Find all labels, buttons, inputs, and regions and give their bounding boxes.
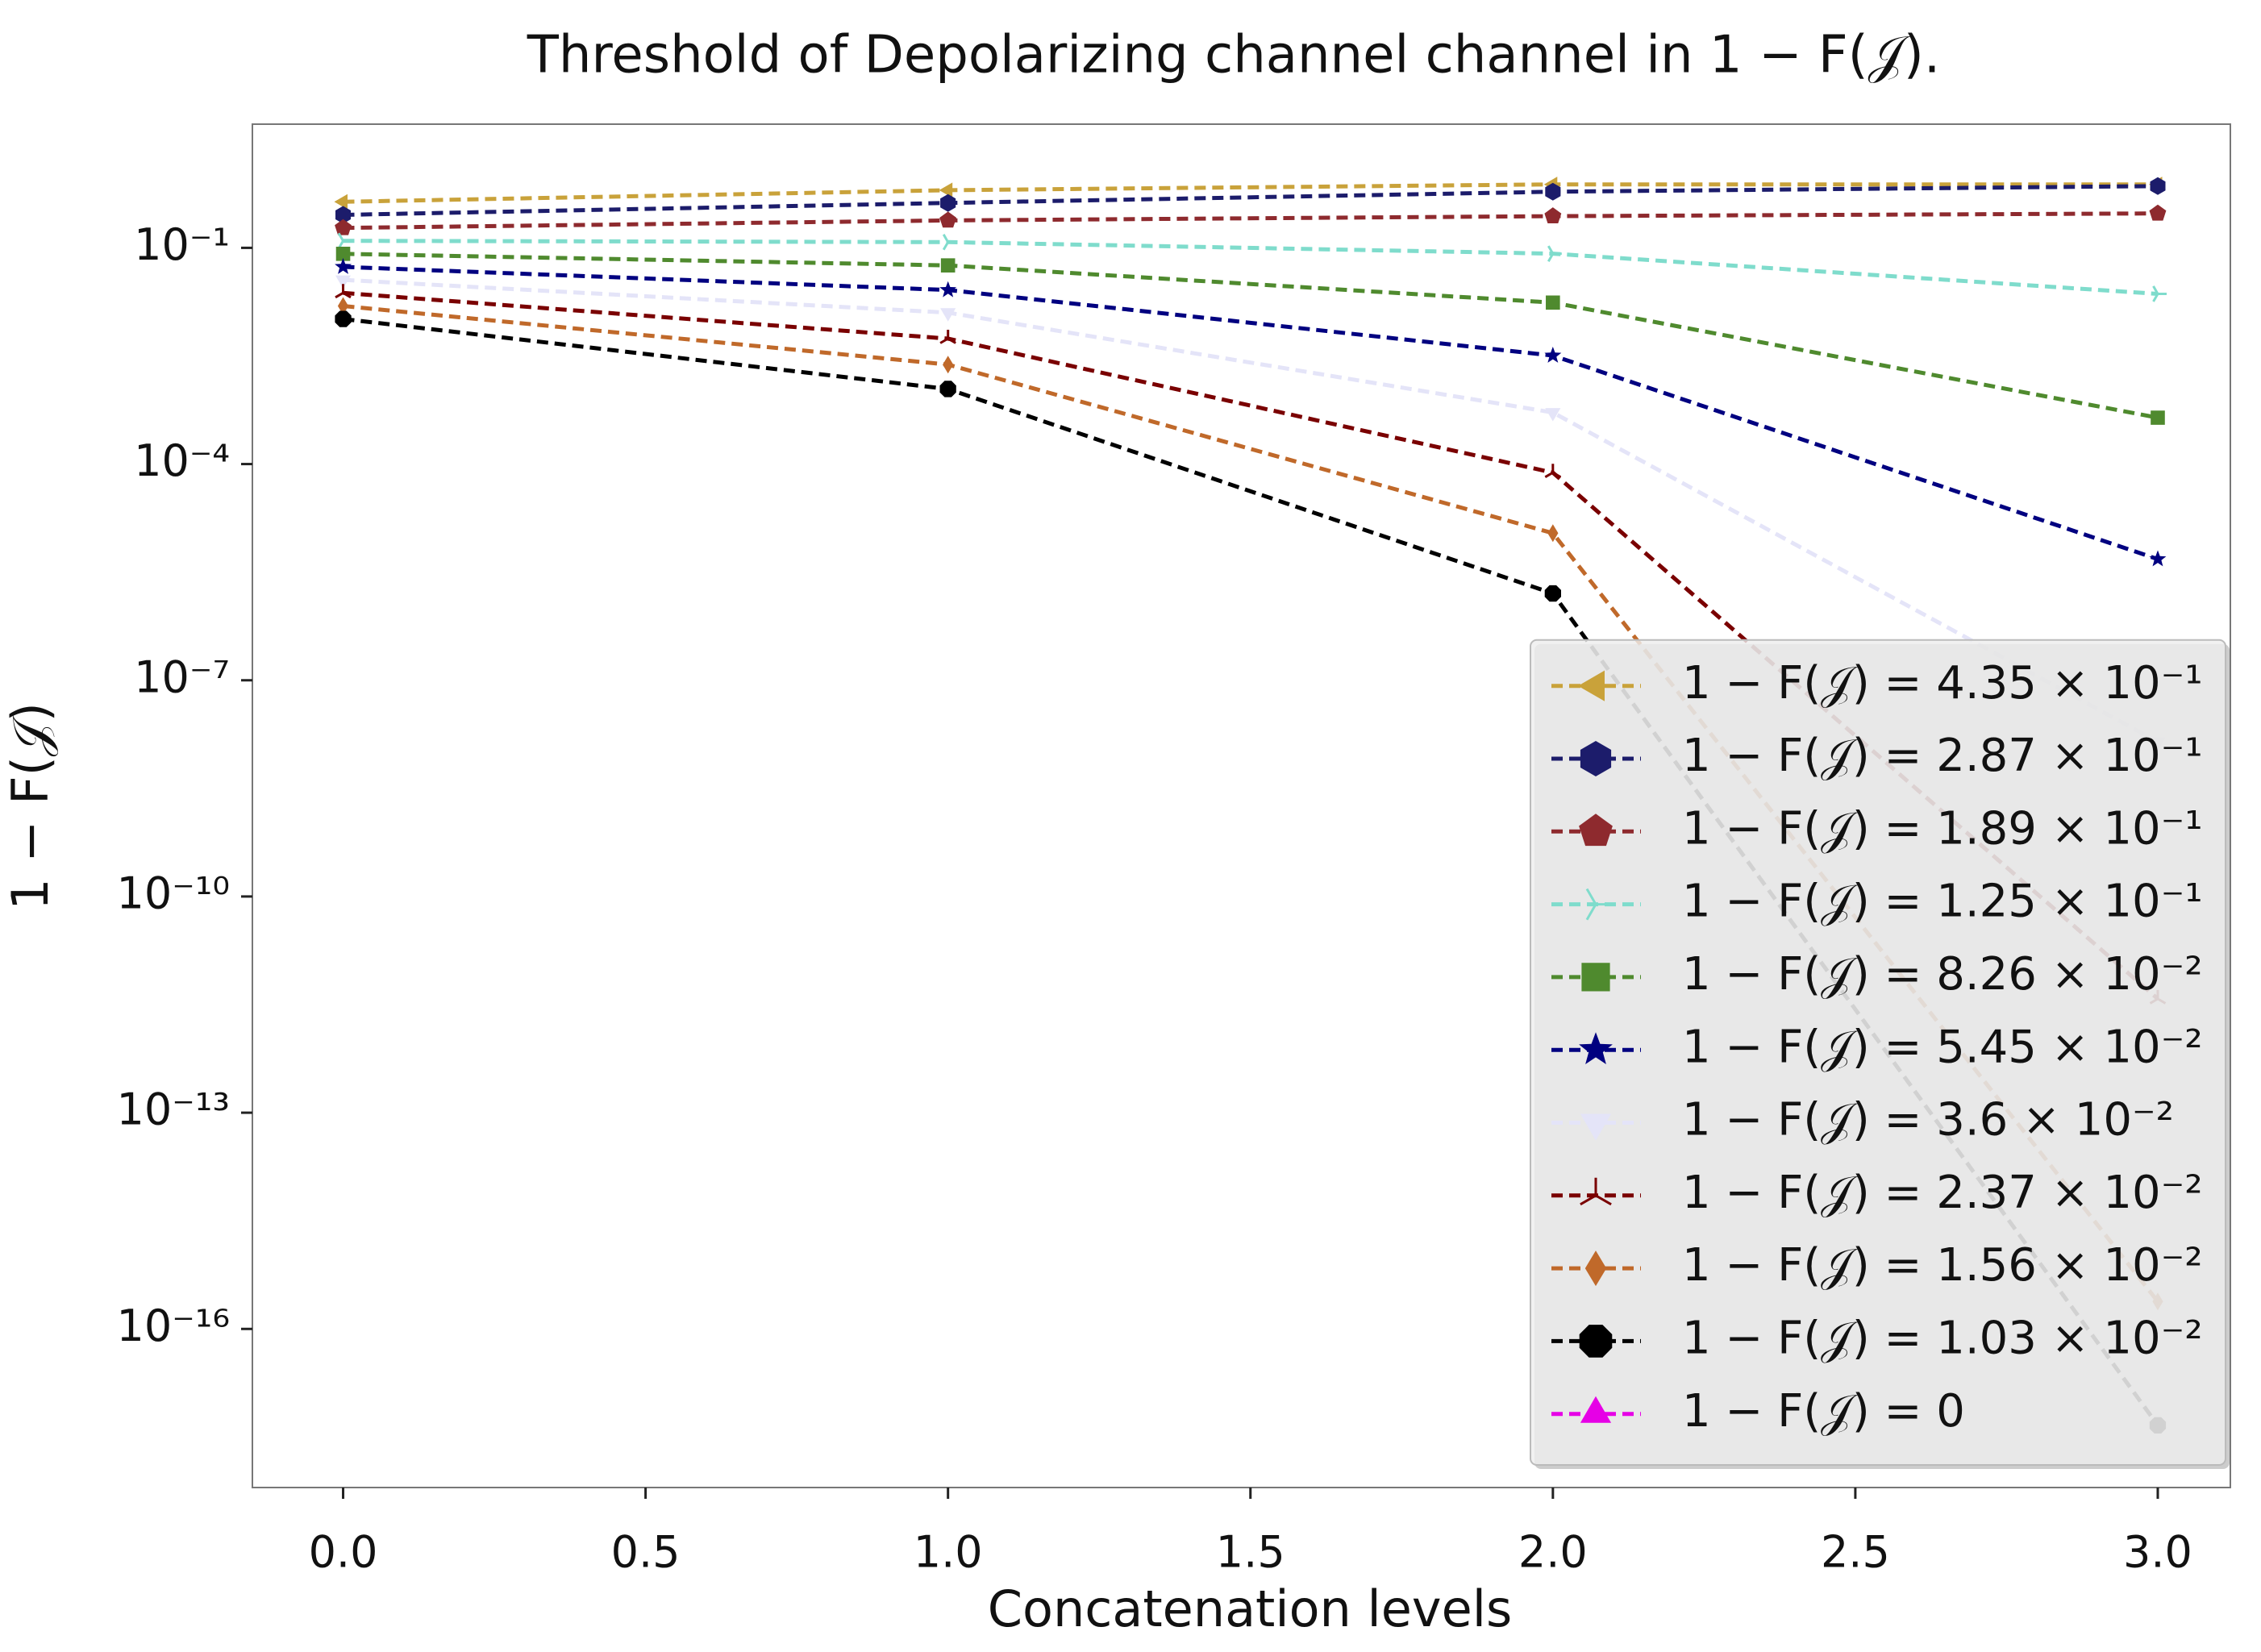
legend-label: 1 − F(𝒥) = 2.87 × 10⁻¹ <box>1682 730 2203 782</box>
legend-label: 1 − F(𝒥) = 0 <box>1682 1385 1965 1438</box>
legend: 1 − F(𝒥) = 4.35 × 10⁻¹ 1 − F(𝒥) = 2.87 × … <box>1530 639 2230 1469</box>
data-point <box>337 232 352 250</box>
legend-label: 1 − F(𝒥) = 1.89 × 10⁻¹ <box>1682 802 2203 855</box>
data-point <box>335 206 351 224</box>
data-point <box>335 258 352 274</box>
series-line <box>343 277 2159 744</box>
legend-marker <box>1584 1250 1607 1287</box>
legend-box <box>1530 639 2226 1466</box>
data-point <box>1545 408 1561 422</box>
data-point <box>940 258 956 273</box>
series-line <box>343 182 2158 204</box>
data-point <box>939 281 957 298</box>
data-point <box>2151 410 2165 425</box>
data-point <box>939 211 957 228</box>
y-axis-label: 1 − F(𝒥) <box>1 702 60 910</box>
data-point <box>335 310 352 327</box>
data-point <box>942 234 957 251</box>
data-point <box>939 329 956 344</box>
legend-marker <box>1580 1177 1612 1206</box>
x-tick-label: 0.5 <box>611 1527 681 1578</box>
x-axis-label: Concatenation levels <box>988 1579 1513 1638</box>
x-tick-label: 2.5 <box>1821 1527 1890 1578</box>
plot-frame <box>252 123 2231 1488</box>
data-point <box>1546 295 1560 310</box>
y-tick-label: 10⁻¹ <box>134 219 230 270</box>
y-tick-label: 10⁻¹⁶ <box>116 1300 230 1351</box>
legend-marker <box>1579 814 1613 847</box>
legend-label: 1 − F(𝒥) = 1.25 × 10⁻¹ <box>1682 876 2203 928</box>
data-point <box>2149 204 2167 221</box>
x-tick-label: 3.0 <box>2123 1527 2192 1578</box>
data-point <box>943 356 954 374</box>
legend-marker <box>1581 963 1610 992</box>
data-point <box>1544 207 1562 223</box>
legend-label: 1 − F(𝒥) = 5.45 × 10⁻² <box>1682 1021 2203 1073</box>
series-line <box>343 264 2159 561</box>
data-point <box>1544 585 1561 602</box>
data-point <box>335 218 352 235</box>
series-line <box>343 290 2159 1001</box>
data-point <box>335 275 351 289</box>
x-tick-label: 0.0 <box>309 1527 378 1578</box>
data-point <box>1545 182 1561 201</box>
chart-title: Threshold of Depolarizing channel channe… <box>527 26 1940 85</box>
data-point <box>2150 177 2166 195</box>
legend-label: 1 − F(𝒥) = 4.35 × 10⁻¹ <box>1682 657 2203 709</box>
data-point <box>335 247 351 261</box>
series-line <box>343 252 2159 420</box>
data-point <box>939 381 956 397</box>
legend-label: 1 − F(𝒥) = 3.6 × 10⁻² <box>1682 1094 2174 1146</box>
data-point <box>2152 285 2167 302</box>
data-point <box>1544 347 1562 363</box>
data-point <box>939 182 953 198</box>
legend-marker <box>1579 1032 1613 1064</box>
legend-label: 1 − F(𝒥) = 2.37 × 10⁻² <box>1682 1167 2203 1219</box>
data-point <box>1547 524 1559 543</box>
x-tick-label: 1.5 <box>1216 1527 1285 1578</box>
data-point <box>335 284 352 299</box>
y-tick-label: 10⁻⁴ <box>134 435 230 486</box>
data-point <box>334 193 348 210</box>
legend-marker <box>1579 1325 1613 1358</box>
legend-label: 1 − F(𝒥) = 1.56 × 10⁻² <box>1682 1239 2203 1292</box>
series-line <box>343 239 2159 296</box>
data-point <box>940 193 956 212</box>
data-point <box>1547 245 1562 262</box>
x-tick-label: 1.0 <box>914 1527 983 1578</box>
data-point <box>1544 464 1562 479</box>
data-point <box>337 297 349 315</box>
legend-marker <box>1578 670 1605 701</box>
legend-marker <box>1580 1113 1612 1141</box>
legend-marker <box>1580 741 1612 776</box>
legend-label: 1 − F(𝒥) = 8.26 × 10⁻² <box>1682 948 2203 1001</box>
legend-label: 1 − F(𝒥) = 1.03 × 10⁻² <box>1682 1313 2203 1365</box>
legend-marker <box>1585 888 1614 921</box>
y-tick-label: 10⁻¹³ <box>116 1084 230 1135</box>
series-line <box>343 184 2159 217</box>
series-line <box>343 211 2159 231</box>
legend-marker <box>1580 1396 1612 1423</box>
data-point <box>2149 550 2167 567</box>
data-point <box>940 308 956 322</box>
y-tick-label: 10⁻¹⁰ <box>116 868 230 919</box>
x-tick-label: 2.0 <box>1518 1527 1588 1578</box>
y-tick-label: 10⁻⁷ <box>134 651 230 702</box>
